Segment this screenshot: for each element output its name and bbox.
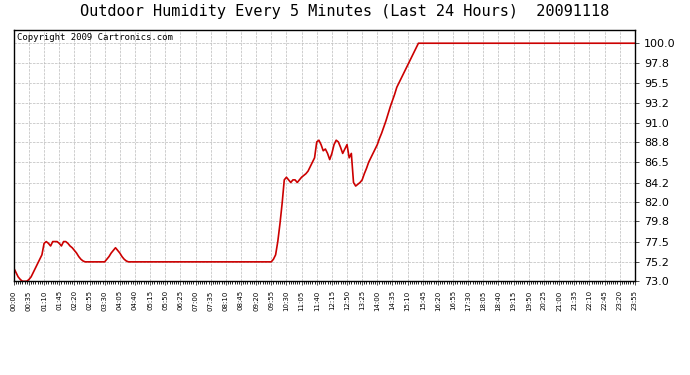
- Text: Copyright 2009 Cartronics.com: Copyright 2009 Cartronics.com: [17, 33, 172, 42]
- Text: Outdoor Humidity Every 5 Minutes (Last 24 Hours)  20091118: Outdoor Humidity Every 5 Minutes (Last 2…: [80, 4, 610, 19]
